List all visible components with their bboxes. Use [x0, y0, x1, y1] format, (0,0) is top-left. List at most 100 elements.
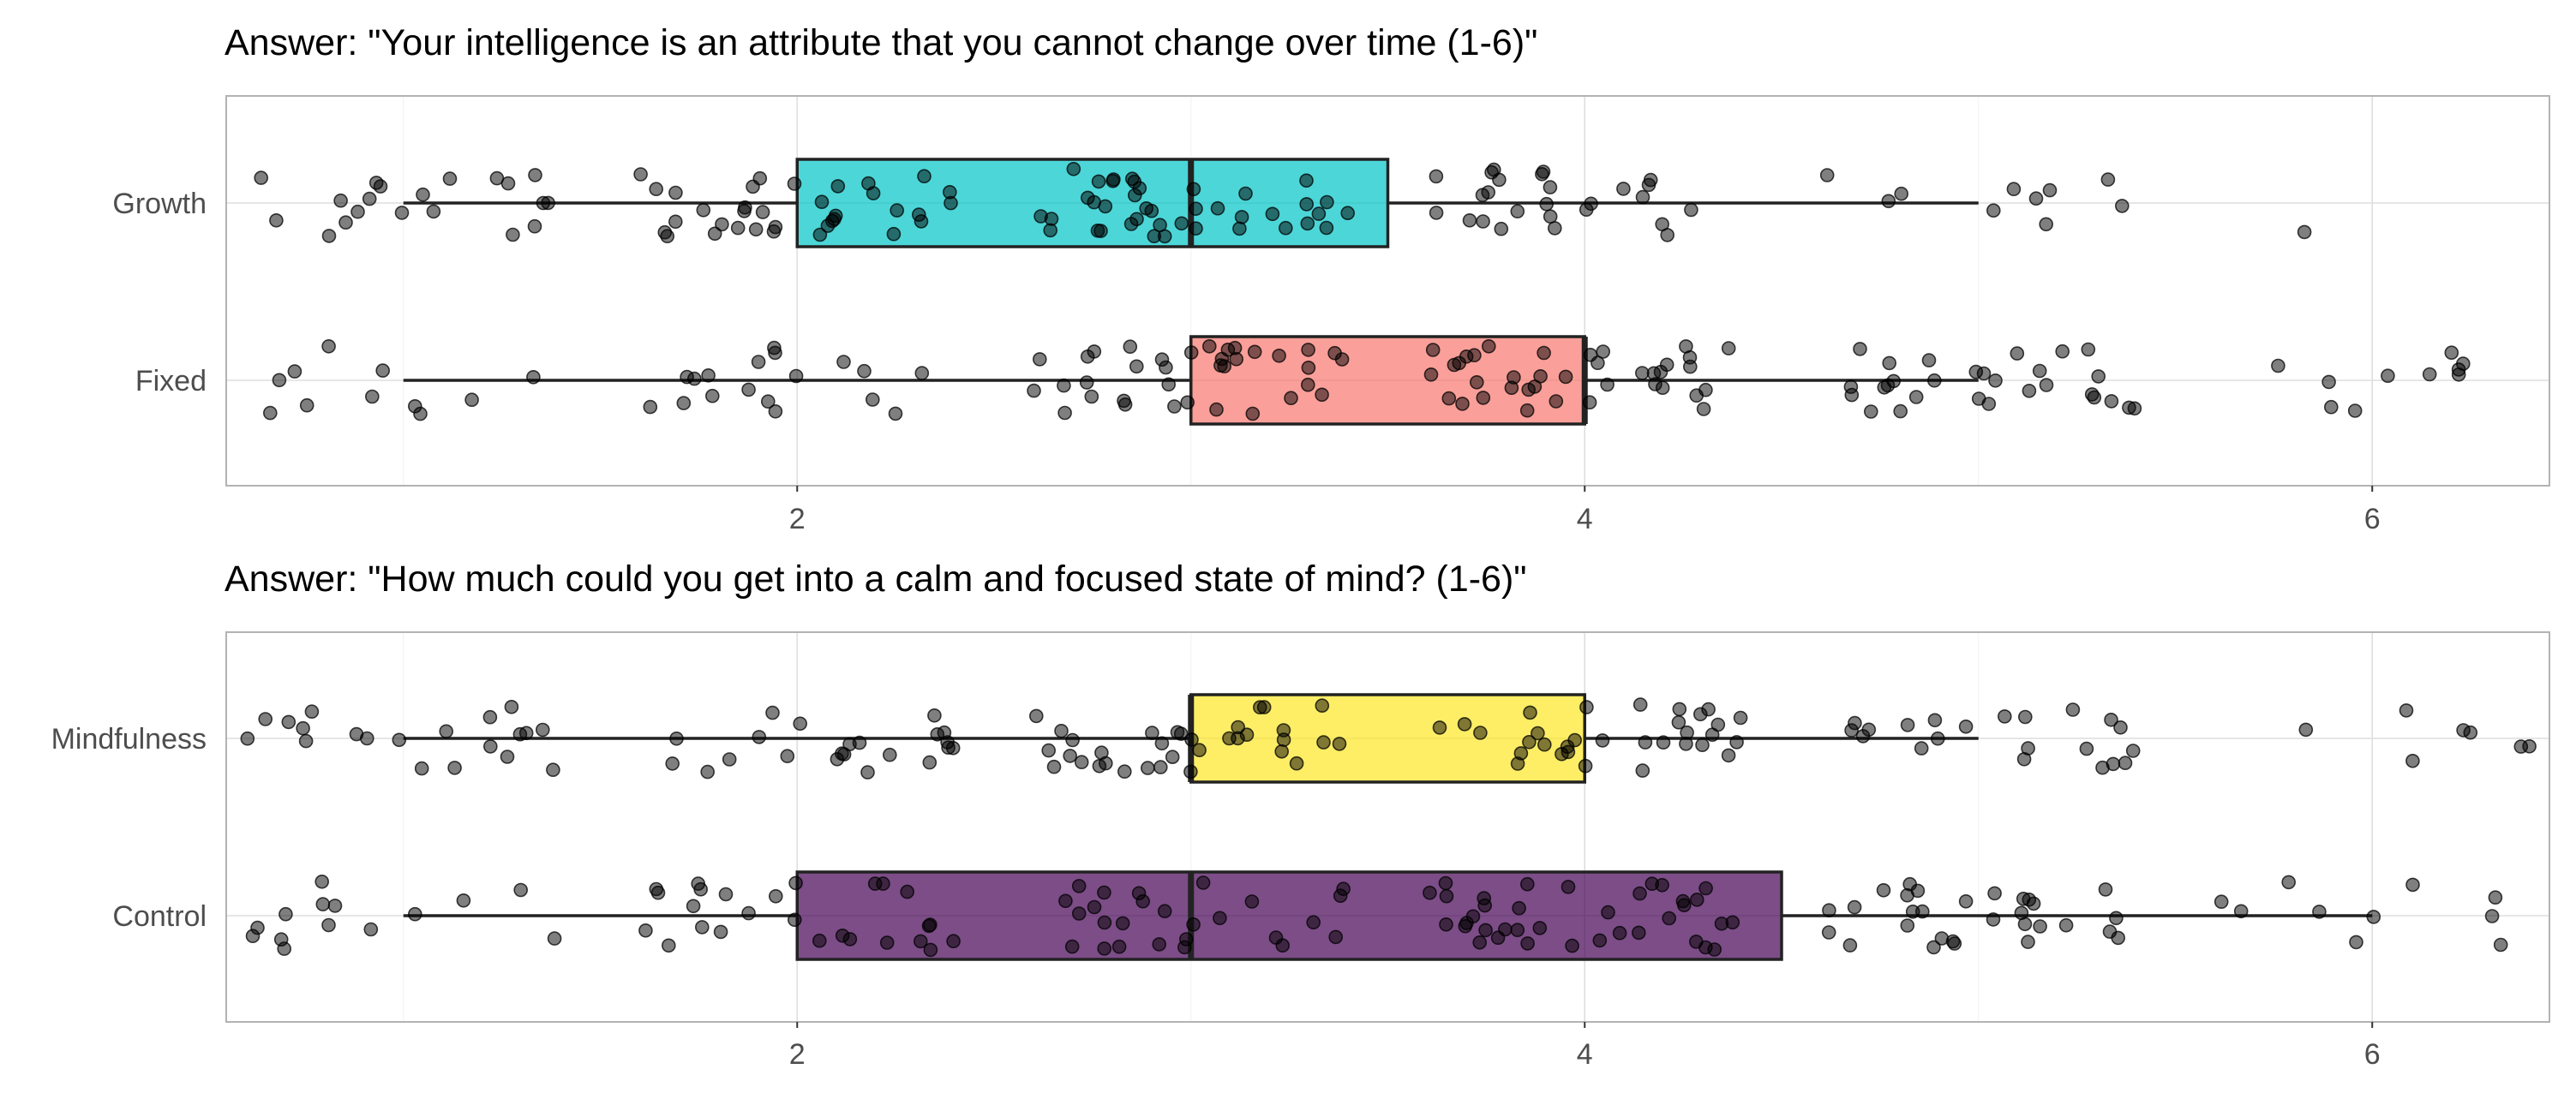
- jitter-point: [1535, 167, 1549, 182]
- jitter-point: [513, 882, 529, 898]
- series-mindfulness: [240, 693, 2537, 784]
- jitter-point: [2102, 924, 2118, 939]
- jitter-point: [1220, 342, 1236, 357]
- jitter-point: [1690, 893, 1704, 907]
- jitter-point: [1927, 373, 1942, 388]
- jitter-point: [2104, 712, 2118, 727]
- jitter-point: [814, 194, 830, 209]
- jitter-point: [1202, 338, 1217, 354]
- jitter-point: [1482, 338, 1496, 354]
- jitter-point: [299, 397, 315, 413]
- jitter-point: [1189, 221, 1203, 236]
- jitter-point: [1071, 879, 1087, 893]
- jitter-point: [1106, 172, 1121, 187]
- jitter-point: [2349, 935, 2363, 950]
- jitter-point: [1531, 726, 1545, 741]
- x-tick-label: 6: [2364, 503, 2381, 535]
- jitter-point: [1129, 212, 1144, 227]
- jitter-point: [2079, 741, 2094, 756]
- panel-border: [225, 631, 2550, 1023]
- jitter-point: [375, 363, 391, 378]
- category-label: Fixed: [135, 365, 207, 397]
- jitter-point: [1189, 201, 1203, 216]
- jitter-point: [1679, 339, 1693, 354]
- jitter-point: [927, 708, 942, 723]
- category-label: Control: [112, 900, 207, 933]
- jitter-point: [1183, 764, 1198, 779]
- jitter-point: [526, 369, 541, 385]
- jitter-point: [1733, 710, 1748, 726]
- jitter-point: [668, 214, 683, 230]
- jitter-point: [1520, 936, 1535, 951]
- jitter-point: [2214, 894, 2229, 909]
- jitter-point: [2347, 403, 2363, 418]
- jitter-point: [1582, 395, 1597, 410]
- jitter-point: [661, 938, 676, 953]
- jitter-point: [1494, 221, 1509, 236]
- jitter-point: [1439, 888, 1454, 904]
- jitter-point: [2298, 722, 2314, 738]
- jitter-point: [1315, 698, 1330, 714]
- jitter-point: [1986, 203, 2001, 218]
- jitter-point: [2271, 358, 2285, 373]
- jitter-point: [730, 220, 746, 236]
- jitter-point: [1522, 734, 1537, 750]
- jitter-point: [1274, 744, 1289, 759]
- jitter-point: [287, 364, 303, 379]
- jitter-point: [1425, 343, 1441, 357]
- jitter-point: [768, 889, 783, 904]
- jitter-point: [1945, 934, 1961, 949]
- jitter-point: [1644, 876, 1660, 891]
- jitter-point: [1893, 403, 1908, 419]
- jitter-point: [722, 752, 737, 767]
- jitter-point: [1098, 199, 1113, 214]
- jitter-point: [1079, 375, 1094, 390]
- jitter-point: [704, 388, 720, 403]
- jitter-point: [2022, 383, 2037, 398]
- jitter-point: [1927, 713, 1943, 728]
- jitter-point: [1513, 746, 1529, 761]
- jitter-point: [1276, 723, 1291, 738]
- jitter-point: [1245, 406, 1261, 421]
- jitter-point: [1578, 758, 1593, 774]
- jitter-point: [1680, 725, 1694, 740]
- jitter-point: [649, 182, 664, 196]
- jitter-point: [917, 169, 932, 183]
- jitter-point: [1988, 373, 2003, 388]
- jitter-point: [2106, 756, 2121, 772]
- jitter-point: [254, 170, 269, 185]
- jitter-point: [1533, 368, 1548, 384]
- jitter-point: [1462, 212, 1477, 228]
- jitter-point: [787, 912, 802, 928]
- jitter-point: [946, 934, 961, 948]
- jitter-point: [1123, 339, 1138, 355]
- jitter-point: [1131, 886, 1147, 901]
- jitter-point: [2113, 720, 2128, 735]
- jitter-point: [1908, 390, 1924, 404]
- jitter-point: [788, 875, 803, 891]
- jitter-point: [1537, 345, 1551, 361]
- jitter-point: [676, 396, 692, 410]
- jitter-point: [737, 204, 752, 218]
- jitter-point: [1677, 898, 1692, 912]
- jitter-point: [1477, 891, 1491, 905]
- jitter-point: [1632, 697, 1648, 712]
- jitter-point: [2033, 919, 2047, 934]
- chart-title: Answer: "How much could you get into a c…: [225, 558, 1527, 600]
- jitter-point: [504, 699, 519, 714]
- jitter-point: [1656, 735, 1671, 750]
- jitter-point: [788, 368, 804, 384]
- jitter-point: [1057, 378, 1071, 393]
- jitter-point: [1159, 360, 1173, 375]
- jitter-point: [416, 187, 430, 202]
- jitter-point: [1864, 404, 1878, 419]
- jitter-point: [842, 932, 858, 947]
- jitter-point: [1167, 399, 1182, 414]
- jitter-point: [2297, 224, 2312, 240]
- jitter-point: [2493, 937, 2508, 953]
- jitter-point: [1662, 911, 1676, 926]
- jitter-point: [2122, 400, 2136, 415]
- jitter-point: [2324, 399, 2339, 415]
- chart-panel-1: Answer: "Your intelligence is an attribu…: [112, 22, 2550, 535]
- jitter-point: [746, 179, 760, 194]
